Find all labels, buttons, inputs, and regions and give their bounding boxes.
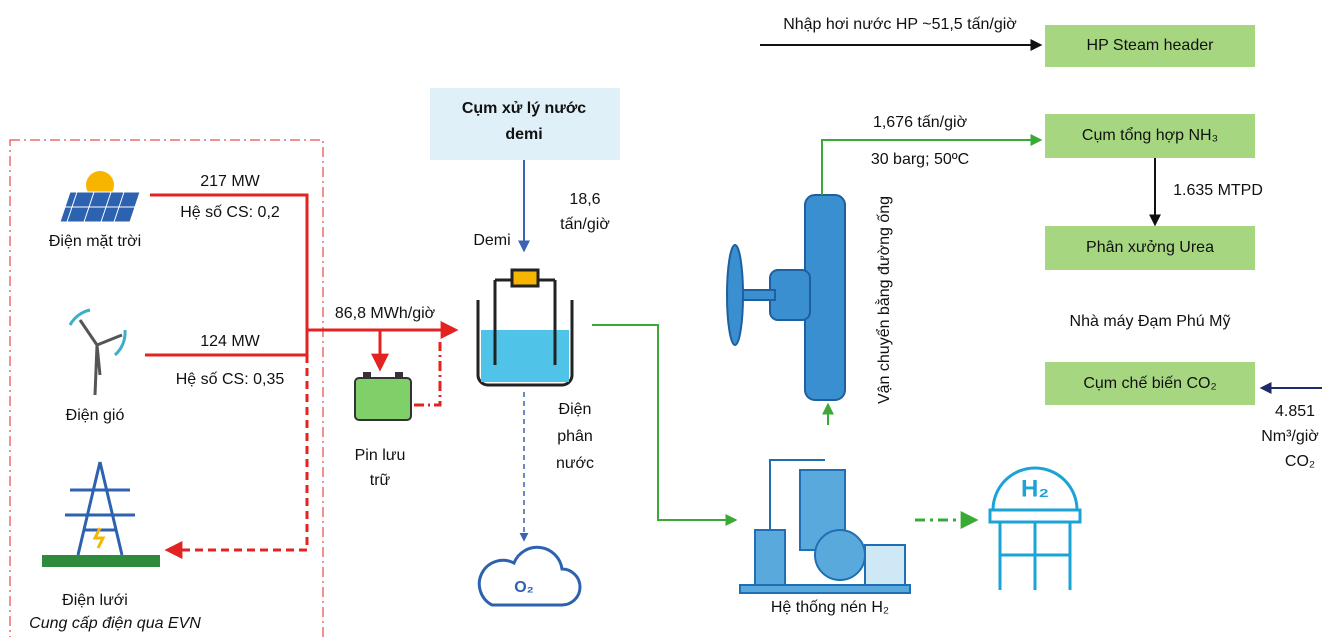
electrolyzer-icon [476, 268, 574, 387]
label: Cụm xử lý nước [462, 100, 586, 117]
label: Điện gió [66, 407, 125, 424]
label: Cung cấp điện qua EVN [29, 615, 201, 632]
label: phân [557, 428, 593, 445]
valve-icon [726, 194, 846, 401]
label: HP Steam header [1087, 37, 1215, 54]
unit-box [1045, 25, 1255, 67]
pipeline-flow [821, 134, 1043, 195]
label: Cụm chế biến CO₂ [1083, 375, 1216, 392]
battery-discharge [414, 342, 442, 407]
label: 217 MW [200, 173, 260, 190]
label: Nhà máy Đạm Phú Mỹ [1070, 313, 1231, 330]
label: 86,8 MWh/giờ [335, 305, 436, 322]
label: Nhập hơi nước HP ~51,5 tấn/giờ [783, 16, 1017, 33]
label: Phân xưởng Urea [1086, 239, 1214, 256]
demi-box [430, 88, 620, 160]
unit-box [1045, 114, 1255, 158]
label: Hệ số CS: 0,35 [176, 371, 285, 388]
label: 1,676 tấn/giờ [873, 114, 968, 131]
compressor-icon [739, 459, 911, 594]
labels: 217 MW Hệ số CS: 0,2 Điện mặt trời 124 M… [29, 16, 1319, 632]
label: nước [556, 455, 594, 472]
label: 18,6 [569, 191, 600, 208]
solar-icon [59, 171, 141, 223]
label: tấn/giờ [560, 216, 610, 233]
label: Hệ thống nén H₂ [771, 599, 889, 616]
label: 4.851 [1275, 403, 1315, 420]
label: 124 MW [200, 333, 260, 350]
label: Vận chuyển bằng đường ống [874, 196, 893, 404]
label: 1.635 MTPD [1173, 182, 1263, 199]
hydrogen-tank [988, 466, 1082, 590]
label: H₂ [1021, 475, 1049, 502]
label: Nm³/giờ [1261, 428, 1319, 445]
label: O₂ [514, 579, 534, 596]
label: 30 barg; 50ºC [871, 151, 969, 168]
oxygen-cloud [477, 545, 582, 607]
label: Điện mặt trời [49, 233, 141, 250]
label: Điện [559, 401, 592, 418]
label: CO₂ [1285, 453, 1315, 470]
label: demi [505, 126, 542, 143]
label: Pin lưu [355, 447, 406, 464]
layout [9, 25, 1322, 637]
unit-box [1045, 362, 1255, 405]
power-boundary [9, 139, 324, 637]
grid-feed [164, 355, 309, 559]
label: trữ [370, 472, 391, 489]
label: Hệ số CS: 0,2 [180, 204, 280, 221]
battery-icon [354, 372, 412, 421]
grid-icon [42, 461, 160, 567]
hydrogen-flow [592, 324, 738, 526]
unit-box [1045, 226, 1255, 270]
label: Demi [473, 232, 510, 249]
wind-icon [68, 308, 127, 396]
label: Điện lưới [62, 592, 128, 609]
label: Cụm tổng hợp NH₃ [1082, 126, 1218, 144]
